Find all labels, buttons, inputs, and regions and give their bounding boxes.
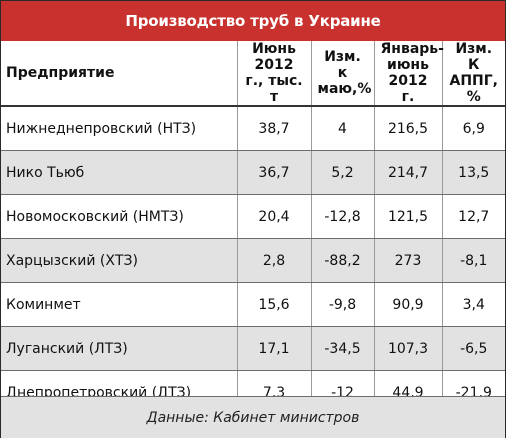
jan-jun-value-cell: 90,9: [374, 282, 443, 327]
table-row: Нижнеднепровский (НТЗ) 38,7 4 216,5 6,9: [1, 106, 505, 151]
change-may-cell: -12,8: [311, 194, 375, 239]
enterprise-cell: Новомосковский (НМТЗ): [1, 194, 238, 239]
change-may-cell: -88,2: [311, 238, 375, 283]
column-header-june-2012: Июнь 2012 г., тыс. т: [237, 41, 312, 107]
enterprise-cell: Нижнеднепровский (НТЗ): [1, 106, 238, 151]
source-note: Данные: Кабинет министров: [1, 396, 505, 438]
column-header-enterprise: Предприятие: [1, 41, 238, 107]
change-yoy-cell: 6,9: [442, 106, 505, 151]
jan-jun-value-cell: 121,5: [374, 194, 443, 239]
june-value-cell: 38,7: [237, 106, 312, 151]
change-may-cell: 5,2: [311, 150, 375, 195]
change-may-cell: -9,8: [311, 282, 375, 327]
change-may-cell: -34,5: [311, 326, 375, 371]
jan-jun-value-cell: 273: [374, 238, 443, 283]
enterprise-cell: Луганский (ЛТЗ): [1, 326, 238, 371]
change-yoy-cell: 13,5: [442, 150, 505, 195]
enterprise-cell: Харцызский (ХТЗ): [1, 238, 238, 283]
column-header-jan-jun-2012: Январь-июнь 2012 г.: [374, 41, 444, 107]
table-row: Нико Тьюб 36,7 5,2 214,7 13,5: [1, 150, 505, 195]
table-title: Производство труб в Украине: [1, 1, 505, 41]
change-may-cell: 4: [311, 106, 375, 151]
column-header-change-may: Изм. к маю,%: [311, 41, 375, 107]
enterprise-cell: Коминмет: [1, 282, 238, 327]
change-yoy-cell: -8,1: [442, 238, 505, 283]
header-row: Предприятие Июнь 2012 г., тыс. т Изм. к …: [1, 41, 505, 107]
table-row: Луганский (ЛТЗ) 17,1 -34,5 107,3 -6,5: [1, 326, 505, 371]
change-yoy-cell: 3,4: [442, 282, 505, 327]
june-value-cell: 36,7: [237, 150, 312, 195]
pipe-production-table: Предприятие Июнь 2012 г., тыс. т Изм. к …: [1, 41, 505, 415]
enterprise-cell: Нико Тьюб: [1, 150, 238, 195]
jan-jun-value-cell: 214,7: [374, 150, 443, 195]
june-value-cell: 2,8: [237, 238, 312, 283]
june-value-cell: 15,6: [237, 282, 312, 327]
jan-jun-value-cell: 216,5: [374, 106, 443, 151]
column-header-change-yoy: Изм. К АППГ, %: [442, 41, 505, 107]
change-yoy-cell: 12,7: [442, 194, 505, 239]
june-value-cell: 20,4: [237, 194, 312, 239]
june-value-cell: 17,1: [237, 326, 312, 371]
table-row: Новомосковский (НМТЗ) 20,4 -12,8 121,5 1…: [1, 194, 505, 239]
jan-jun-value-cell: 107,3: [374, 326, 443, 371]
table-row: Коминмет 15,6 -9,8 90,9 3,4: [1, 282, 505, 327]
table-row: Харцызский (ХТЗ) 2,8 -88,2 273 -8,1: [1, 238, 505, 283]
change-yoy-cell: -6,5: [442, 326, 505, 371]
